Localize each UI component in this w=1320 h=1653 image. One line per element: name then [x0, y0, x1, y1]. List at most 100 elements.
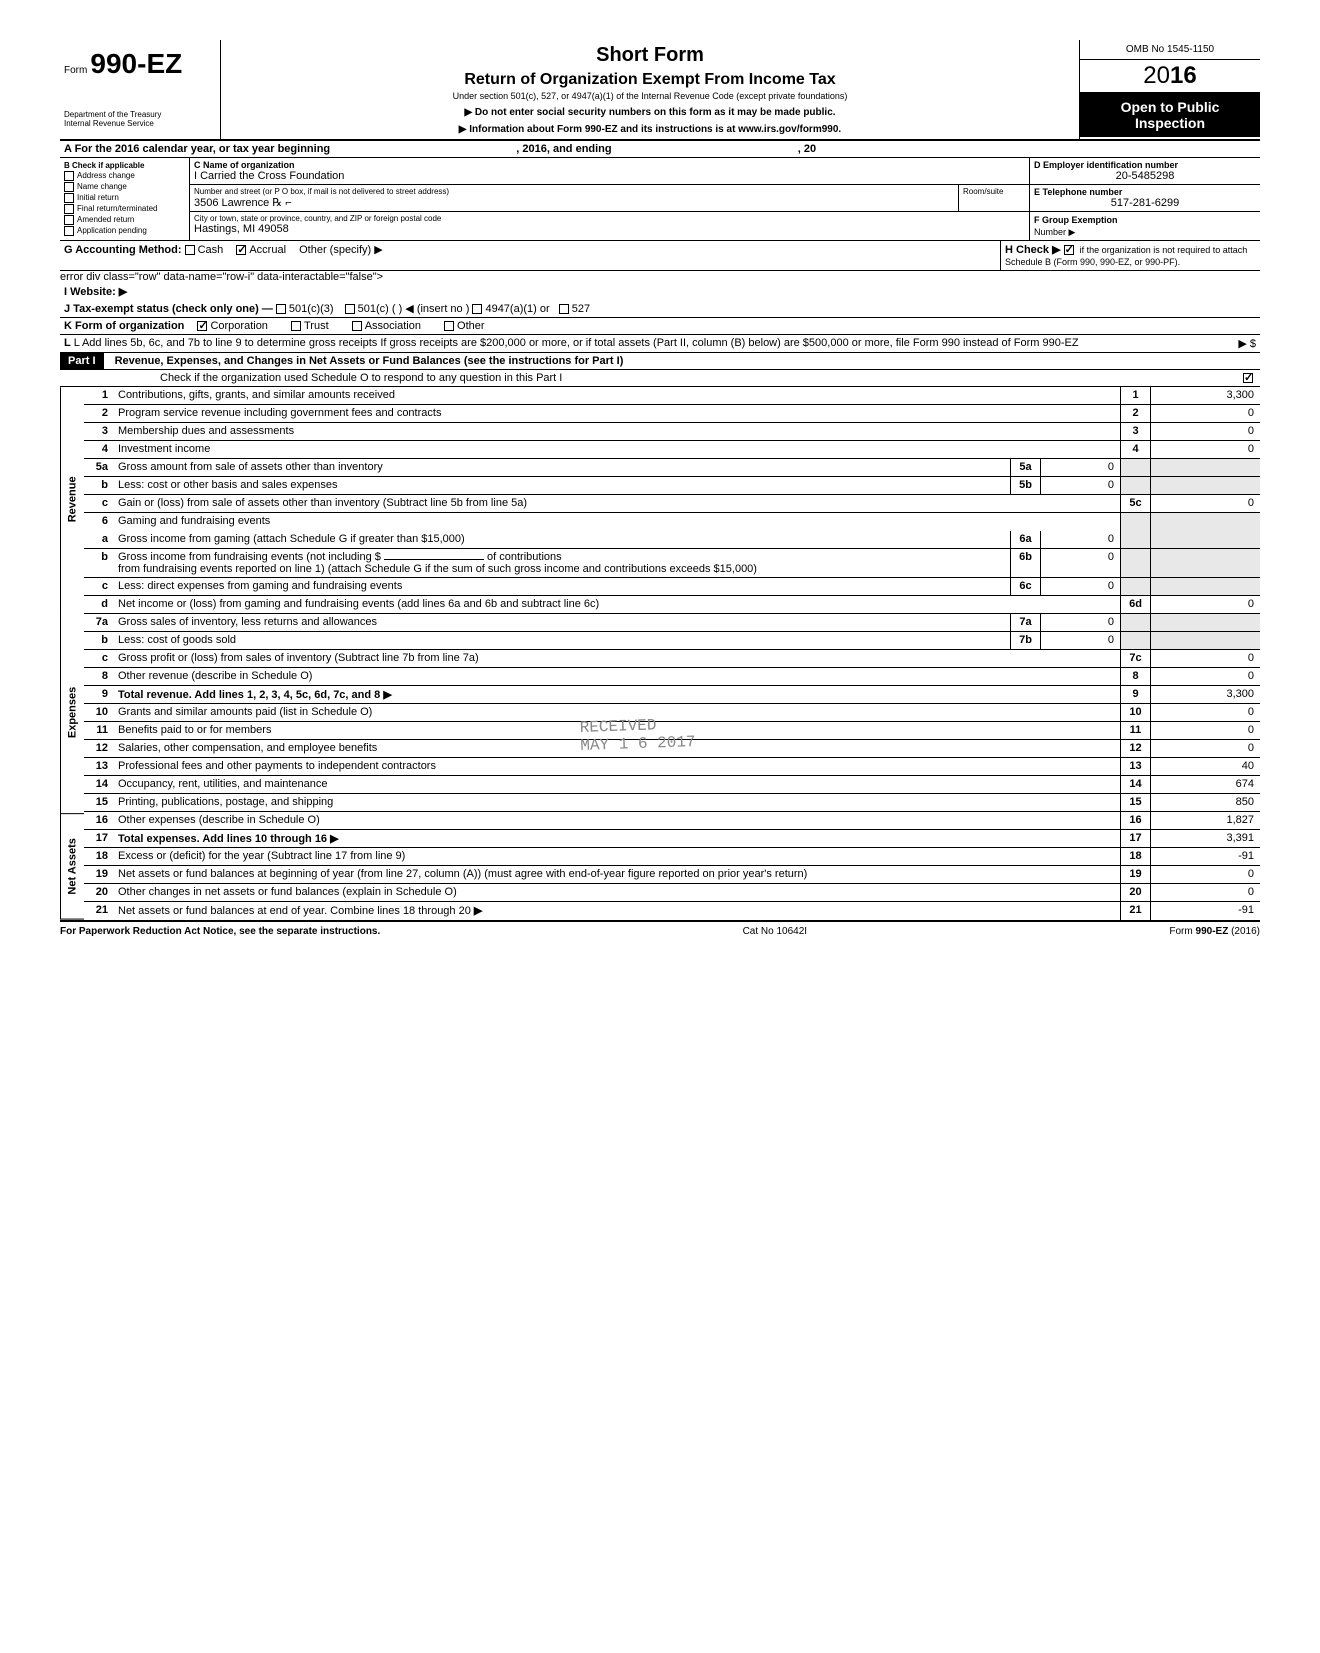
b-item-3[interactable]: Final return/terminated — [64, 204, 185, 214]
section-bcdef: B Check if applicable Address change Nam… — [60, 158, 1260, 241]
g-label: G Accounting Method: — [64, 244, 182, 256]
b-item-1[interactable]: Name change — [64, 182, 185, 192]
line-16-val: 1,827 — [1150, 812, 1260, 829]
line-a-end: , 20 — [798, 143, 816, 155]
street-value: 3506 Lawrence ℞ ⌐ — [194, 196, 954, 209]
phone-value: 517-281-6299 — [1034, 197, 1256, 209]
line-20-val: 0 — [1150, 884, 1260, 901]
footer-right: Form 990-EZ (2016) — [1169, 926, 1260, 937]
k-assoc-checkbox[interactable] — [352, 321, 362, 331]
j-label: J Tax-exempt status (check only one) — — [64, 303, 273, 315]
dept-treasury: Department of the Treasury — [64, 110, 216, 119]
line-6b-val: 0 — [1040, 549, 1120, 577]
line-15: 15 Printing, publications, postage, and … — [84, 794, 1260, 812]
irs-label: Internal Revenue Service — [64, 119, 216, 128]
line-a: A For the 2016 calendar year, or tax yea… — [60, 141, 1260, 158]
part1-header-row: Part I Revenue, Expenses, and Changes in… — [60, 353, 1260, 370]
no-ssn: ▶ Do not enter social security numbers o… — [229, 107, 1071, 118]
line-13-val: 40 — [1150, 758, 1260, 775]
k-corp: Corporation — [210, 320, 267, 332]
line-18-val: -91 — [1150, 848, 1260, 865]
j-4947: 4947(a)(1) or — [485, 303, 549, 315]
line-6b-amount[interactable] — [384, 559, 484, 560]
line-14-val: 674 — [1150, 776, 1260, 793]
footer-left: For Paperwork Reduction Act Notice, see … — [60, 926, 380, 937]
line-5c: c Gain or (loss) from sale of assets oth… — [84, 495, 1260, 513]
line-6c: c Less: direct expenses from gaming and … — [84, 578, 1260, 596]
title-short: Short Form — [229, 44, 1071, 67]
f-number: Number ▶ — [1034, 227, 1075, 237]
line-2-val: 0 — [1150, 405, 1260, 422]
cash-checkbox[interactable] — [185, 245, 195, 255]
b-item-4[interactable]: Amended return — [64, 215, 185, 225]
line-10-val: 0 — [1150, 704, 1260, 721]
line-18: 18 Excess or (deficit) for the year (Sub… — [84, 848, 1260, 866]
j-4947-checkbox[interactable] — [472, 304, 482, 314]
h-box: H Check ▶ if the organization is not req… — [1000, 241, 1260, 270]
dept-box: Department of the Treasury Internal Reve… — [64, 80, 216, 128]
sidebar-expenses: Expenses — [60, 612, 84, 814]
line-16: 16 Other expenses (describe in Schedule … — [84, 812, 1260, 830]
line-14: 14 Occupancy, rent, utilities, and maint… — [84, 776, 1260, 794]
footer: For Paperwork Reduction Act Notice, see … — [60, 922, 1260, 937]
part1-title: Revenue, Expenses, and Changes in Net As… — [115, 355, 624, 367]
b-item-2[interactable]: Initial return — [64, 193, 185, 203]
footer-mid: Cat No 10642I — [743, 926, 808, 937]
city-value: Hastings, MI 49058 — [194, 223, 1025, 235]
b-item-0[interactable]: Address change — [64, 171, 185, 181]
j-527: 527 — [572, 303, 590, 315]
part1-body: Revenue Expenses Net Assets 1 Contributi… — [60, 387, 1260, 922]
j-501c3-checkbox[interactable] — [276, 304, 286, 314]
form-number: 990-EZ — [90, 48, 182, 79]
accrual-checkbox[interactable] — [236, 245, 246, 255]
omb-number: OMB No 1545-1150 — [1080, 40, 1260, 60]
line-5b-val: 0 — [1040, 477, 1120, 494]
line-3: 3 Membership dues and assessments 3 0 — [84, 423, 1260, 441]
j-501c-checkbox[interactable] — [345, 304, 355, 314]
h-checkbox[interactable] — [1064, 245, 1074, 255]
check-o-checkbox[interactable] — [1243, 373, 1253, 383]
e-box: E Telephone number 517-281-6299 — [1030, 185, 1260, 212]
line-a-mid: , 2016, and ending — [516, 143, 611, 155]
j-527-checkbox[interactable] — [559, 304, 569, 314]
line-7a-val: 0 — [1040, 614, 1120, 631]
info-about: ▶ Information about Form 990-EZ and its … — [229, 124, 1071, 135]
k-trust-checkbox[interactable] — [291, 321, 301, 331]
i-label: I Website: ▶ — [64, 286, 127, 298]
k-label: K Form of organization — [64, 320, 184, 332]
line-6a-val: 0 — [1040, 531, 1120, 548]
j-insert: ) ◀ (insert no ) — [399, 303, 470, 315]
line-13: 13 Professional fees and other payments … — [84, 758, 1260, 776]
line-4: 4 Investment income 4 0 — [84, 441, 1260, 459]
line-6d: d Net income or (loss) from gaming and f… — [84, 596, 1260, 614]
line-7b-val: 0 — [1040, 632, 1120, 649]
k-other-checkbox[interactable] — [444, 321, 454, 331]
g-accrual: Accrual — [249, 244, 286, 256]
omb-box: OMB No 1545-1150 2016 Open to Public Ins… — [1080, 40, 1260, 137]
line-1: 1 Contributions, gifts, grants, and simi… — [84, 387, 1260, 405]
line-5c-val: 0 — [1150, 495, 1260, 512]
sidebar-revenue: Revenue — [60, 387, 84, 612]
line-19-val: 0 — [1150, 866, 1260, 883]
col-c: C Name of organization I Carried the Cro… — [190, 158, 1030, 240]
l-text: L Add lines 5b, 6c, and 7b to line 9 to … — [74, 337, 1079, 349]
line-8: 8 Other revenue (describe in Schedule O)… — [84, 668, 1260, 686]
received-stamp: RECEIVED MAY 1 6 2017 — [579, 715, 695, 755]
line-5b: b Less: cost or other basis and sales ex… — [84, 477, 1260, 495]
line-6c-val: 0 — [1040, 578, 1120, 595]
b-item-5[interactable]: Application pending — [64, 226, 185, 236]
open-public-2: Inspection — [1084, 115, 1256, 131]
tax-year: 2016 — [1080, 60, 1260, 93]
title-main: Return of Organization Exempt From Incom… — [229, 71, 1071, 89]
line-21: 21 Net assets or fund balances at end of… — [84, 902, 1260, 920]
part1-check-o-row: Check if the organization used Schedule … — [60, 370, 1260, 387]
k-assoc: Association — [365, 320, 421, 332]
content-lines: 1 Contributions, gifts, grants, and simi… — [84, 387, 1260, 920]
line-15-val: 850 — [1150, 794, 1260, 811]
h-label: H Check ▶ — [1005, 244, 1061, 256]
k-corp-checkbox[interactable] — [197, 321, 207, 331]
c-city-box: City or town, state or province, country… — [190, 211, 1029, 237]
check-o-label: Check if the organization used Schedule … — [160, 372, 562, 384]
d-box: D Employer identification number 20-5485… — [1030, 158, 1260, 185]
title-box: Short Form Return of Organization Exempt… — [220, 40, 1080, 139]
